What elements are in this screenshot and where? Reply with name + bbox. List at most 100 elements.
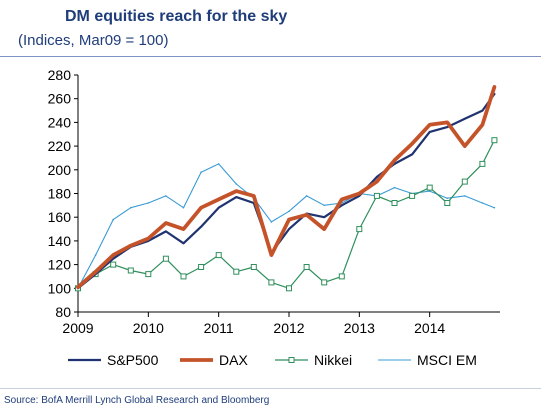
data-point-nikkei [479, 160, 486, 167]
data-point-msci-em [288, 210, 290, 213]
data-point-nikkei [250, 264, 257, 270]
y-tick-label: 220 [48, 138, 72, 154]
data-point-dax [77, 286, 79, 288]
y-tick-label: 200 [48, 162, 72, 178]
data-point-nikkei [444, 200, 451, 206]
data-point-msci-em [112, 218, 114, 221]
data-point-sp500 [288, 228, 290, 230]
data-point-sp500 [428, 131, 431, 133]
data-point-sp500 [217, 206, 220, 209]
axes: 80 100 120 140 160 180 200 220 240 260 280 2009 2010… [48, 67, 500, 336]
data-point-msci-em [94, 254, 97, 256]
data-point-nikkei [268, 279, 275, 286]
data-point-msci-em [235, 183, 238, 185]
data-point-msci-em [393, 186, 396, 189]
data-point-sp500 [411, 153, 413, 156]
data-point-dax [428, 124, 431, 126]
data-point-nikkei [426, 184, 433, 191]
data-point-sp500 [182, 242, 185, 245]
data-point-msci-em [464, 195, 466, 197]
data-point-nikkei [303, 264, 310, 270]
chart-title: DM equities reach for the sky [65, 8, 288, 25]
data-point-msci-em [130, 206, 132, 209]
data-point-sp500 [446, 126, 449, 128]
data-point-nikkei [409, 192, 416, 199]
y-tick-label: 240 [48, 114, 72, 130]
data-point-msci-em [446, 197, 449, 199]
y-tick-label: 100 [48, 280, 72, 296]
data-point-nikkei [145, 271, 152, 278]
data-point-nikkei [321, 279, 328, 286]
data-point-dax [446, 121, 449, 124]
data-point-msci-em [323, 204, 326, 207]
x-tick-label: 2014 [414, 320, 445, 336]
source-divider [0, 388, 541, 389]
data-point-dax [147, 237, 150, 240]
data-point-nikkei [356, 226, 363, 233]
data-point-nikkei [233, 268, 240, 275]
data-point-dax [217, 198, 220, 201]
data-point-dax [288, 218, 290, 221]
data-point-sp500 [235, 196, 238, 198]
data-point-dax [165, 222, 167, 224]
data-point-nikkei [215, 252, 222, 259]
data-point-nikkei [286, 285, 292, 292]
data-point-dax [182, 228, 185, 230]
legend-label-msci-em: MSCI EM [417, 352, 477, 368]
legend: S&P500 DAX Nikkei MSCI EM [68, 352, 477, 368]
data-point-nikkei [391, 200, 398, 206]
data-point-dax [323, 228, 326, 230]
data-point-dax [358, 192, 361, 195]
data-point-nikkei [491, 137, 498, 144]
data-point-dax [376, 180, 378, 183]
data-point-msci-em [305, 195, 308, 197]
data-point-msci-em [428, 190, 431, 192]
data-point-msci-em [165, 195, 167, 197]
series-lines [75, 85, 498, 292]
data-point-msci-em [147, 202, 150, 204]
y-tick-label: 180 [48, 186, 72, 202]
data-point-nikkei [338, 273, 345, 280]
data-point-dax [341, 198, 343, 201]
data-point-dax [411, 142, 413, 145]
data-point-msci-em [481, 202, 484, 204]
x-tick-label: 2010 [133, 320, 164, 336]
data-point-dax [253, 195, 255, 197]
chart-subtitle: (Indices, Mar09 = 100) [18, 32, 169, 49]
data-point-sp500 [341, 204, 343, 207]
legend-label-dax: DAX [219, 352, 248, 368]
data-point-nikkei [373, 192, 380, 199]
data-point-nikkei [461, 178, 468, 185]
data-point-sp500 [112, 257, 114, 260]
data-point-msci-em [217, 163, 220, 165]
data-point-sp500 [323, 216, 326, 218]
data-point-msci-em [493, 206, 496, 209]
y-tick-label: 120 [48, 257, 72, 273]
data-point-nikkei [127, 267, 134, 274]
data-point-dax [235, 190, 238, 192]
data-point-sp500 [376, 176, 378, 178]
x-tick-label: 2009 [62, 320, 93, 336]
legend-marker-nikkei [288, 357, 295, 363]
source-note: Source: BofA Merrill Lynch Global Resear… [4, 395, 270, 406]
y-tick-label: 260 [48, 91, 72, 107]
data-point-dax [393, 159, 396, 162]
data-point-sp500 [165, 230, 167, 233]
data-point-dax [94, 270, 97, 273]
data-point-dax [481, 124, 484, 126]
y-tick-label: 140 [48, 233, 72, 249]
data-point-dax [130, 244, 132, 247]
data-point-dax [270, 254, 273, 256]
data-point-dax [112, 254, 114, 256]
x-tick-label: 2011 [204, 320, 234, 336]
title-divider [0, 56, 541, 57]
data-point-msci-em [270, 221, 273, 223]
data-point-dax [493, 86, 496, 88]
data-point-dax [200, 206, 202, 209]
data-point-msci-em [200, 171, 202, 173]
data-point-nikkei [162, 255, 169, 262]
legend-label-nikkei: Nikkei [314, 352, 352, 368]
legend-label-sp500: S&P500 [107, 352, 159, 368]
y-tick-label: 80 [55, 304, 71, 320]
